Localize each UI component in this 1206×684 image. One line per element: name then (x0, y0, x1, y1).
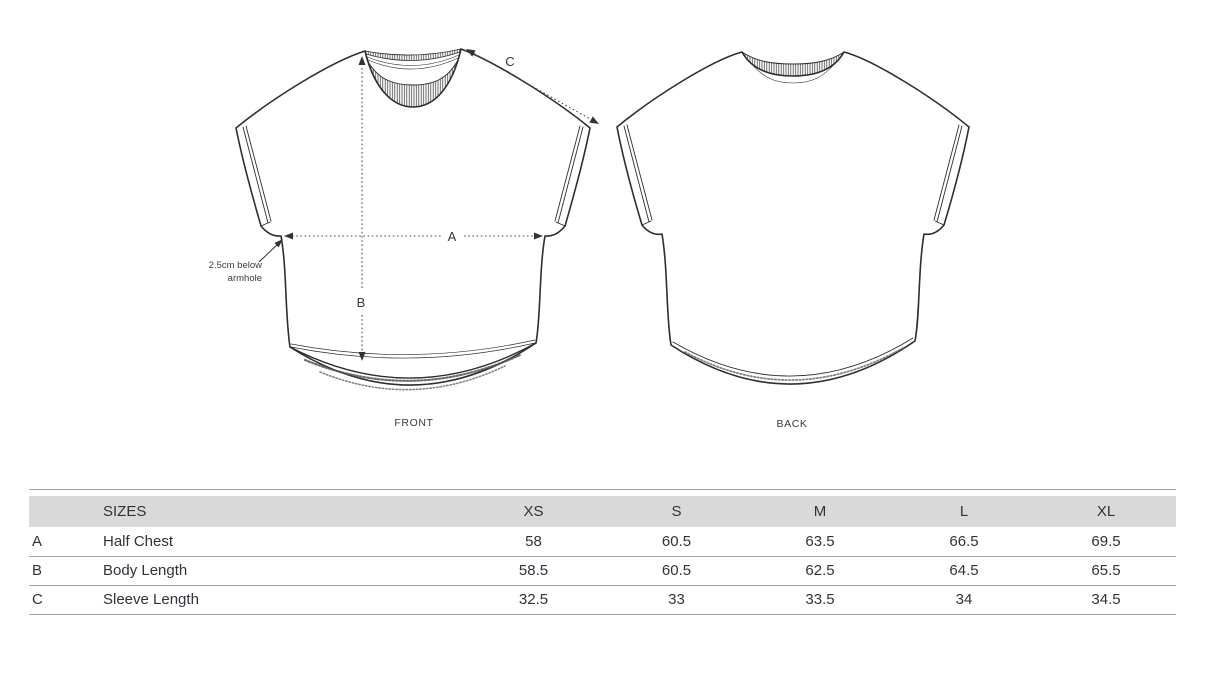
arrowhead-left (284, 232, 293, 240)
header-letter-cell (29, 496, 101, 527)
size-chart-table: SIZES XS S M L XL A Half Chest 58 60.5 6… (29, 496, 1176, 615)
row-letter: C (32, 591, 43, 608)
back-neck-stitch-line (744, 55, 842, 84)
row-value: 63.5 (805, 532, 835, 550)
arrowhead-note (274, 239, 283, 248)
row-value: 58.5 (518, 562, 549, 579)
row-value: 65.5 (1091, 562, 1121, 579)
size-col-s: S (671, 503, 682, 520)
front-back-neck-ribbing (364, 48, 462, 61)
back-body-outline (616, 51, 970, 385)
front-hem-edge (289, 342, 537, 379)
front-hem-stitch (290, 342, 536, 359)
front-collar-ribbing (364, 48, 462, 108)
size-col-xl: XL (1096, 503, 1116, 520)
front-neck-stitch-line (367, 57, 459, 70)
table-row: B Body Length 58.5 60.5 62.5 64.5 65.5 (29, 556, 1176, 585)
arrowhead-down (358, 352, 366, 361)
row-value: 34.5 (1091, 591, 1121, 608)
armhole-note-line2: armhole (228, 273, 262, 284)
row-label: Sleeve Length (103, 591, 199, 608)
back-collar-ribbing (741, 51, 845, 77)
size-col-m: M (813, 503, 827, 520)
arrowhead-up (358, 56, 366, 65)
table-row: C Sleeve Length 32.5 33 33.5 34 34.5 (29, 585, 1176, 614)
row-letter: B (32, 562, 43, 579)
row-value: 60.5 (661, 562, 692, 579)
dimension-line-b: B (357, 56, 366, 361)
front-view-label: FRONT (394, 417, 433, 429)
tshirt-spec-drawing: A B C (209, 48, 970, 430)
size-chart-header-row: SIZES XS S M L XL (29, 496, 1176, 527)
row-value: 32.5 (518, 591, 549, 608)
row-letter: A (32, 532, 43, 550)
size-chart-section: SIZES XS S M L XL A Half Chest 58 60.5 6… (29, 489, 1176, 615)
dim-label-a: A (448, 229, 457, 244)
row-value: 58 (525, 532, 542, 550)
front-hem-zigzag (319, 365, 506, 391)
back-hem-stitch (672, 337, 914, 377)
dimension-line-c: C (466, 49, 599, 124)
table-row: A Half Chest 58 60.5 63.5 66.5 69.5 (29, 527, 1176, 556)
armhole-note: 2.5cm below armhole (209, 239, 283, 284)
back-hem-zigzag (684, 347, 904, 381)
size-col-l: L (959, 503, 969, 520)
row-value: 34 (955, 591, 973, 608)
dim-label-b: B (357, 295, 366, 310)
row-value: 33 (668, 591, 685, 608)
front-neck-stitch-line (366, 54, 460, 66)
front-view (235, 48, 591, 391)
row-value: 69.5 (1091, 532, 1121, 550)
row-value: 64.5 (949, 562, 979, 579)
arrowhead-upleft (466, 49, 476, 57)
front-hem-zigzag (303, 353, 522, 382)
arrowhead-right (534, 232, 543, 240)
row-value: 33.5 (805, 591, 835, 608)
row-value: 60.5 (661, 532, 692, 550)
table-top-rule (29, 489, 1176, 490)
back-view-label: BACK (777, 418, 808, 430)
row-value: 66.5 (949, 532, 979, 550)
armhole-note-line1: 2.5cm below (209, 260, 262, 271)
back-view (616, 51, 970, 385)
row-label: Body Length (103, 562, 188, 579)
dimension-line-a: A (284, 229, 543, 244)
row-value: 62.5 (805, 562, 835, 579)
size-col-xs: XS (523, 503, 544, 520)
front-hem-stitch (290, 339, 536, 355)
back-right-cuff (933, 124, 963, 226)
back-left-cuff (623, 124, 653, 226)
front-right-cuff (554, 125, 584, 227)
front-left-cuff (242, 125, 272, 227)
dim-label-c: C (505, 54, 514, 69)
dimension-annotations: A B C (209, 49, 599, 361)
arrowhead-downright (589, 116, 599, 124)
row-label: Half Chest (103, 532, 174, 550)
garment-diagram: A B C (209, 48, 970, 430)
header-sizes-cell: SIZES (103, 503, 147, 520)
